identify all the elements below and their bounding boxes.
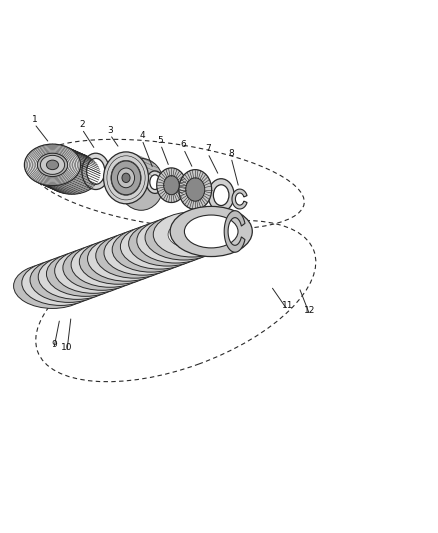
Ellipse shape [111, 161, 141, 195]
Ellipse shape [37, 153, 67, 176]
Text: 8: 8 [228, 149, 234, 158]
Ellipse shape [87, 158, 105, 184]
Ellipse shape [150, 175, 160, 190]
Ellipse shape [164, 176, 179, 195]
Ellipse shape [94, 248, 142, 276]
Ellipse shape [213, 185, 229, 206]
Ellipse shape [37, 269, 85, 297]
Ellipse shape [88, 236, 166, 281]
Ellipse shape [28, 272, 77, 300]
Ellipse shape [79, 239, 157, 284]
Ellipse shape [186, 178, 205, 201]
Text: 10: 10 [61, 343, 73, 352]
Ellipse shape [63, 245, 141, 290]
Text: 3: 3 [107, 126, 113, 135]
Ellipse shape [96, 233, 173, 278]
Ellipse shape [117, 168, 134, 188]
Polygon shape [224, 211, 245, 252]
Text: 4: 4 [139, 131, 145, 140]
Ellipse shape [82, 153, 110, 190]
Ellipse shape [129, 221, 206, 266]
Ellipse shape [22, 261, 100, 305]
Text: 1: 1 [32, 115, 37, 124]
Ellipse shape [55, 248, 133, 293]
Ellipse shape [104, 230, 182, 275]
Ellipse shape [146, 171, 164, 193]
Ellipse shape [30, 257, 108, 302]
Text: 7: 7 [205, 144, 211, 153]
Ellipse shape [119, 239, 167, 266]
Ellipse shape [45, 266, 93, 294]
Ellipse shape [70, 257, 118, 285]
Ellipse shape [102, 245, 151, 273]
Ellipse shape [40, 155, 65, 174]
Ellipse shape [53, 263, 101, 291]
Ellipse shape [86, 251, 134, 279]
Ellipse shape [122, 173, 130, 182]
Ellipse shape [61, 260, 110, 288]
Ellipse shape [110, 242, 159, 270]
Ellipse shape [208, 179, 234, 212]
Ellipse shape [127, 236, 175, 264]
Ellipse shape [119, 158, 164, 211]
Ellipse shape [157, 168, 186, 203]
Ellipse shape [145, 215, 223, 260]
Text: 9: 9 [51, 340, 57, 349]
Ellipse shape [120, 224, 198, 269]
Ellipse shape [153, 212, 231, 257]
Text: 6: 6 [180, 140, 187, 149]
Ellipse shape [160, 223, 208, 252]
Ellipse shape [137, 218, 215, 263]
Ellipse shape [46, 160, 59, 169]
Ellipse shape [103, 152, 148, 204]
Ellipse shape [152, 227, 200, 254]
Ellipse shape [14, 263, 92, 309]
Ellipse shape [71, 243, 149, 287]
Ellipse shape [25, 144, 81, 185]
Ellipse shape [78, 254, 126, 282]
Ellipse shape [143, 230, 192, 257]
Text: 2: 2 [79, 120, 85, 129]
Ellipse shape [170, 206, 252, 256]
Ellipse shape [179, 169, 212, 209]
Text: 11: 11 [282, 301, 293, 310]
Ellipse shape [168, 221, 216, 248]
Ellipse shape [46, 252, 124, 296]
Ellipse shape [135, 233, 184, 261]
Ellipse shape [44, 153, 100, 195]
Polygon shape [232, 189, 247, 209]
Ellipse shape [38, 254, 116, 300]
Text: 5: 5 [158, 135, 163, 144]
Ellipse shape [184, 215, 238, 248]
Ellipse shape [112, 227, 190, 272]
Text: 12: 12 [304, 306, 315, 315]
